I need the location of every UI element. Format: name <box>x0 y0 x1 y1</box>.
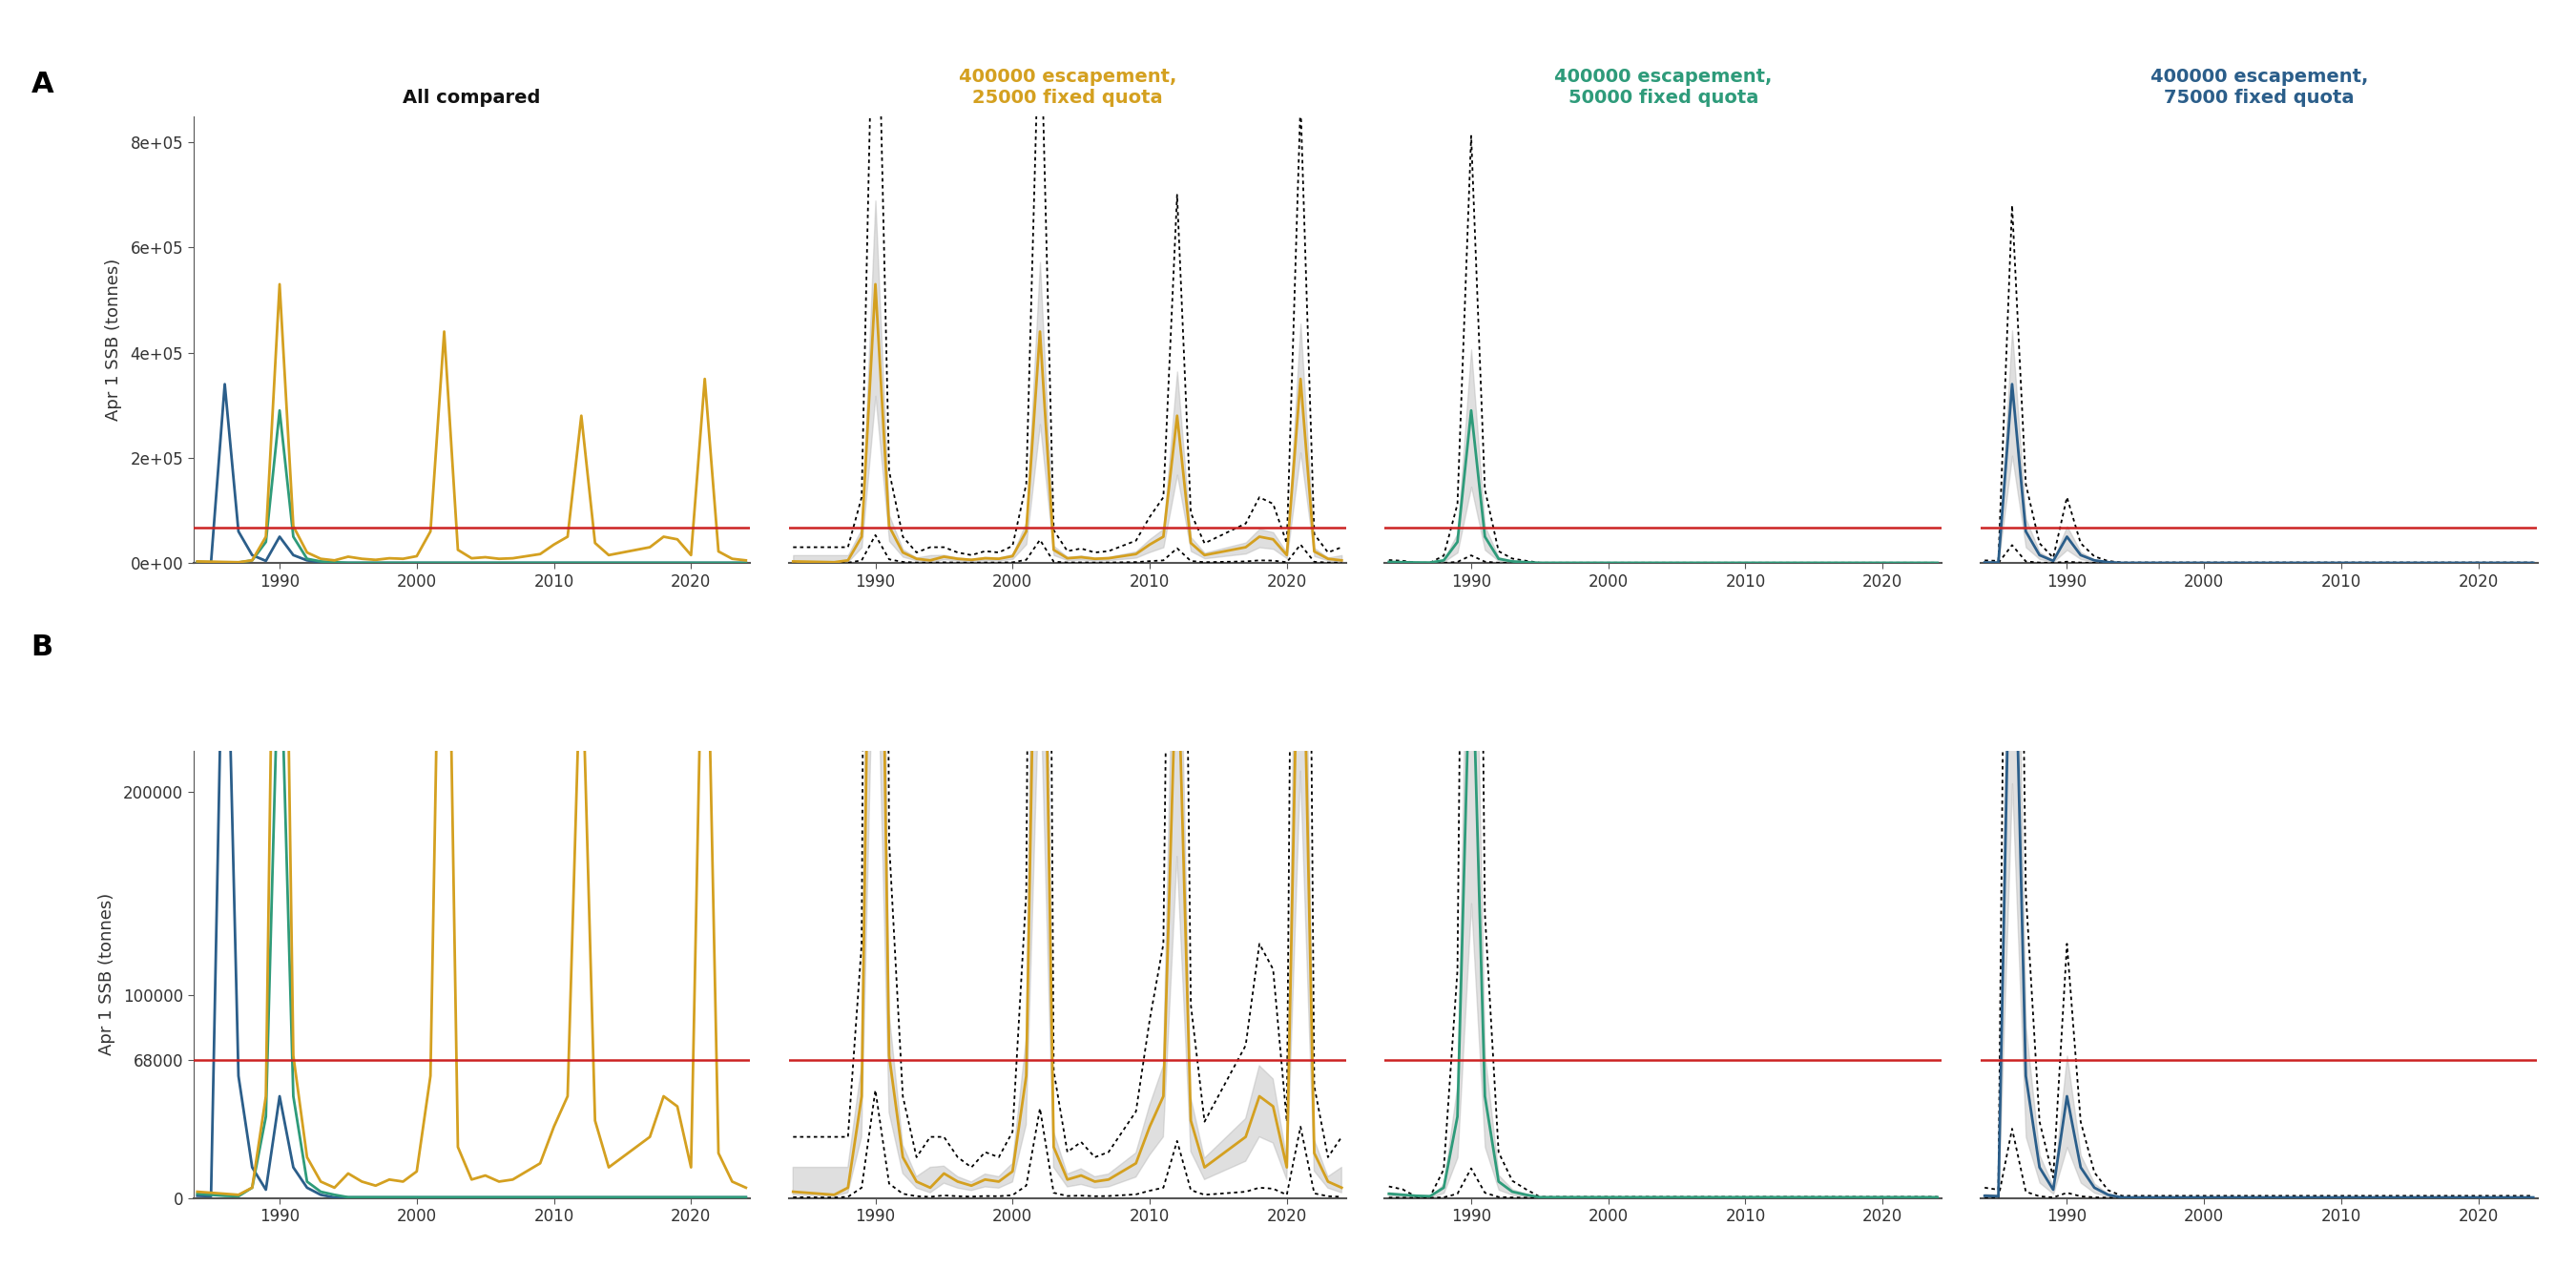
Title: 400000 escapement,
25000 fixed quota: 400000 escapement, 25000 fixed quota <box>958 67 1177 107</box>
Y-axis label: Apr 1 SSB (tonnes): Apr 1 SSB (tonnes) <box>98 893 116 1056</box>
Title: 400000 escapement,
75000 fixed quota: 400000 escapement, 75000 fixed quota <box>2151 67 2367 107</box>
Text: B: B <box>31 634 54 661</box>
Title: 400000 escapement,
50000 fixed quota: 400000 escapement, 50000 fixed quota <box>1553 67 1772 107</box>
Y-axis label: Apr 1 SSB (tonnes): Apr 1 SSB (tonnes) <box>106 258 121 421</box>
Title: All compared: All compared <box>402 89 541 107</box>
Text: A: A <box>31 71 54 98</box>
